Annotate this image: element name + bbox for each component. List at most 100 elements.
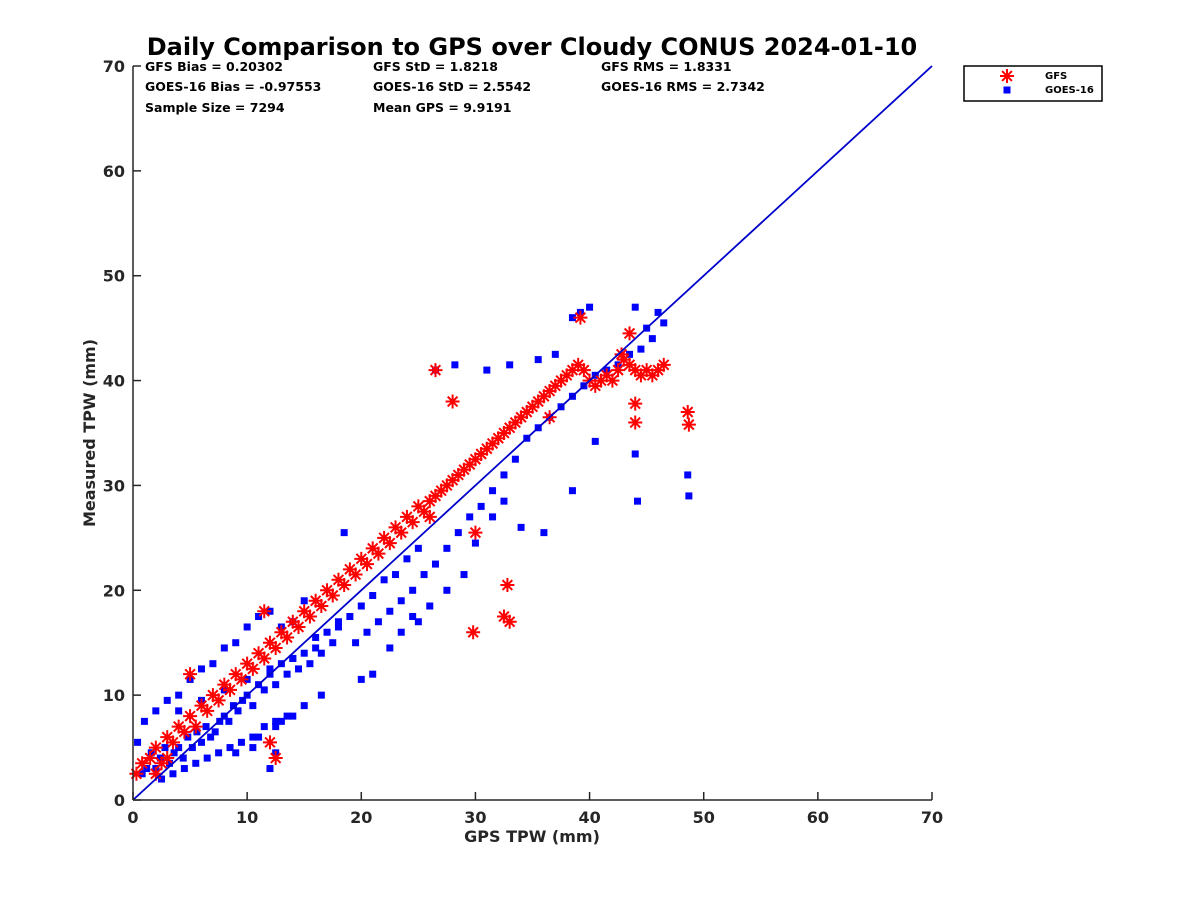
goes-16-point (329, 639, 337, 647)
gfs-points (129, 310, 696, 781)
gfs-point (211, 693, 226, 708)
goes-16-point (306, 660, 314, 668)
goes-16-point (272, 723, 280, 731)
goes-16-point (386, 607, 394, 615)
goes-16-point (220, 644, 228, 652)
goes-16-point (289, 654, 297, 662)
gfs-point (479, 441, 494, 456)
goes-16-point (209, 660, 217, 668)
gfs-point (571, 357, 586, 372)
goes-16-point (568, 314, 576, 322)
gfs-point (428, 363, 443, 378)
goes-16-point (193, 728, 201, 736)
stat-goes-std: GOES-16 StD = 2.5542 (373, 79, 531, 94)
stat-sample-size: Sample Size = 7294 (145, 100, 285, 115)
goes-16-point (409, 613, 417, 620)
gfs-point (223, 682, 238, 697)
gfs-point (348, 567, 363, 582)
y-tick-label: 10 (103, 686, 125, 705)
goes-16-point (403, 555, 411, 563)
gfs-point (491, 431, 506, 446)
gfs-point (274, 625, 289, 640)
goes-16-points (134, 303, 693, 783)
goes-16-point (166, 759, 174, 767)
x-tick-label: 40 (578, 808, 600, 827)
goes-16-point (202, 723, 210, 731)
gfs-point (500, 578, 515, 593)
gfs-point (462, 457, 477, 472)
gfs-point (457, 462, 472, 477)
gfs-point (154, 756, 169, 771)
legend-goes-marker (1003, 86, 1011, 94)
goes-16-point (634, 497, 642, 505)
goes-16-point (685, 492, 693, 500)
goes-16-point (300, 597, 308, 605)
y-tick-label: 30 (103, 476, 125, 495)
legend-box (963, 65, 1103, 102)
y-tick-labels: 0 10 20 30 40 50 60 70 (103, 57, 125, 810)
goes-16-point (334, 623, 342, 631)
y-tick-label: 50 (103, 267, 125, 286)
gfs-point (268, 640, 283, 655)
goes-16-point (591, 437, 599, 445)
gfs-point (681, 417, 696, 432)
goes-16-point (197, 738, 205, 746)
goes-16-point (380, 576, 388, 584)
goes-16-point (466, 513, 474, 521)
gfs-point (359, 557, 374, 572)
gfs-point (411, 499, 426, 514)
x-tick-label: 0 (127, 808, 138, 827)
goes-16-point (451, 361, 459, 369)
axes (132, 65, 933, 801)
gfs-point (388, 520, 403, 535)
gfs-point (614, 347, 629, 362)
stat-goes-bias: GOES-16 Bias = -0.97553 (145, 79, 321, 94)
gfs-point (377, 530, 392, 545)
goes-16-point (255, 733, 263, 741)
goes-16-point (431, 560, 439, 568)
gfs-point (188, 719, 203, 734)
goes-16-point (140, 717, 148, 725)
gfs-point (645, 368, 660, 383)
goes-16-point (229, 702, 237, 710)
goes-16-point (211, 728, 219, 736)
gfs-point (445, 473, 460, 488)
goes-16-point (283, 712, 291, 720)
goes-16-point (660, 319, 668, 327)
goes-16-point (357, 675, 365, 683)
gfs-point (160, 751, 175, 766)
goes-16-point (249, 744, 257, 752)
x-tick-label: 50 (693, 808, 715, 827)
goes-16-point (180, 765, 188, 773)
gfs-point (680, 405, 695, 420)
goes-16-point (255, 613, 263, 620)
gfs-point (485, 436, 500, 451)
chart-title: Daily Comparison to GPS over Cloudy CONU… (147, 33, 918, 61)
goes-16-point (489, 513, 497, 521)
gfs-point (434, 483, 449, 498)
goes-16-point (234, 707, 242, 715)
goes-16-point (443, 544, 451, 552)
gfs-point (245, 661, 260, 676)
gfs-point (573, 310, 588, 325)
gfs-point (628, 396, 643, 411)
gfs-point (611, 363, 626, 378)
gfs-point (417, 504, 432, 519)
gfs-point (308, 593, 323, 608)
gfs-point (354, 551, 369, 566)
goes-16-point (203, 754, 211, 762)
goes-16-point (277, 717, 285, 725)
goes-16-point (207, 733, 215, 741)
gfs-point (268, 751, 283, 766)
legend-label-gfs: GFS (1045, 71, 1067, 82)
gfs-point (171, 719, 186, 734)
goes-16-point (260, 723, 268, 731)
gfs-point (502, 614, 517, 629)
gfs-point (542, 384, 557, 399)
gfs-point (399, 509, 414, 524)
gfs-point (135, 756, 150, 771)
goes-16-point (243, 623, 251, 631)
gfs-point (325, 588, 340, 603)
stat-goes-rms: GOES-16 RMS = 2.7342 (601, 79, 765, 94)
gfs-point (514, 410, 529, 425)
